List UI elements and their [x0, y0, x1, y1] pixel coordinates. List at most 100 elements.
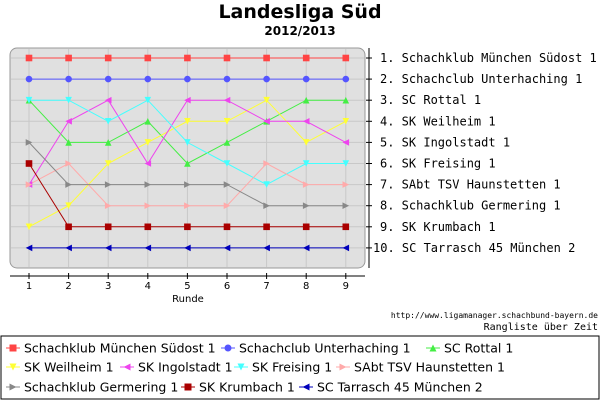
legend-marker-5: [123, 363, 131, 371]
x-tick-label-3: 3: [105, 281, 111, 292]
series-markers: [25, 54, 350, 252]
data-point-s8-r9: [342, 202, 350, 209]
rank-label-9: 9. SK Krumbach 1: [380, 220, 496, 234]
data-point-s4-r3: [104, 160, 112, 167]
legend-label-10: SC Tarrasch 45 München 2: [317, 380, 483, 395]
data-point-s10-r1: [25, 244, 33, 252]
data-point-s1-r6: [223, 54, 231, 62]
x-tick-label-8: 8: [303, 281, 309, 292]
x-tick-label-6: 6: [224, 281, 230, 292]
legend-label-3: SC Rottal 1: [444, 341, 513, 356]
data-point-s2-r9: [342, 75, 350, 83]
data-point-s5-r3: [104, 96, 112, 104]
data-point-s3-r3: [104, 139, 112, 146]
data-point-s3-r5: [184, 160, 191, 167]
data-point-s9-r6: [223, 223, 231, 231]
data-point-s8-r5: [184, 181, 191, 188]
data-point-s8-r7: [263, 202, 270, 209]
data-point-s9-r1: [25, 160, 33, 167]
rank-label-7: 7. SAbt TSV Haunstetten 1: [380, 178, 561, 192]
chart-subtitle: 2012/2013: [264, 24, 335, 38]
data-point-s6-r2: [65, 96, 72, 104]
data-point-s7-r4: [144, 202, 152, 209]
legend-marker-4: [9, 363, 17, 371]
data-point-s6-r3: [104, 118, 112, 125]
x-tick-label-1: 1: [26, 281, 32, 292]
data-point-s7-r2: [65, 160, 72, 167]
rank-label-1: 1. Schachklub München Südost 1: [380, 51, 597, 65]
data-point-s4-r9: [342, 118, 350, 125]
legend-label-1: Schachklub München Südost 1: [24, 341, 216, 356]
legend-label-6: SK Freising 1: [252, 360, 332, 375]
chart-title: Landesliga Süd: [218, 1, 381, 23]
data-point-s9-r2: [65, 223, 72, 231]
data-point-s10-r4: [144, 244, 152, 252]
x-tick-label-9: 9: [343, 281, 349, 292]
rank-label-3: 3. SC Rottal 1: [380, 93, 481, 107]
data-point-s6-r7: [263, 181, 270, 188]
data-point-s5-r4: [144, 160, 152, 167]
data-point-s8-r3: [104, 181, 112, 188]
data-point-s9-r3: [104, 223, 112, 231]
legend: Schachklub München Südost 1 Schachclub Un…: [6, 341, 513, 395]
data-point-s8-r4: [144, 181, 152, 188]
data-point-s4-r5: [184, 118, 191, 125]
data-point-s6-r8: [302, 160, 310, 167]
x-axis: 1 2 3 4 5 6 7 8 9: [10, 273, 365, 292]
data-point-s2-r5: [184, 75, 191, 83]
data-point-s4-r2: [65, 202, 72, 209]
legend-marker-2: [224, 344, 232, 352]
x-tick-label-5: 5: [184, 281, 190, 292]
data-point-s9-r4: [144, 223, 152, 231]
data-point-s10-r3: [104, 244, 112, 252]
data-point-s3-r4: [144, 118, 152, 125]
data-point-s4-r1: [25, 223, 33, 231]
data-point-s8-r1: [25, 139, 33, 146]
data-point-s6-r5: [184, 139, 191, 146]
data-point-s1-r1: [25, 54, 33, 62]
legend-label-5: SK Ingolstadt 1: [138, 360, 233, 375]
data-point-s3-r9: [342, 96, 350, 104]
data-point-s2-r7: [263, 75, 270, 83]
data-point-s2-r2: [65, 75, 72, 83]
data-point-s7-r7: [263, 160, 270, 167]
data-point-s7-r1: [25, 181, 33, 188]
data-point-s10-r6: [223, 244, 231, 252]
x-tick-label-2: 2: [65, 281, 71, 292]
legend-marker-1: [9, 344, 17, 352]
data-point-s9-r9: [342, 223, 350, 231]
legend-label-4: SK Weilheim 1: [24, 360, 114, 375]
data-point-s1-r5: [184, 54, 191, 62]
legend-label-9: SK Krumbach 1: [199, 380, 295, 395]
data-point-s1-r3: [104, 54, 112, 62]
data-point-s8-r6: [223, 181, 231, 188]
rank-label-5: 5. SK Ingolstadt 1: [380, 135, 510, 149]
data-point-s1-r9: [342, 54, 350, 62]
data-point-s5-r9: [342, 139, 350, 146]
footer-url: http://www.ligamanager.schachbund-bayern…: [391, 311, 598, 320]
legend-marker-3: [429, 344, 437, 352]
legend-marker-10: [302, 383, 310, 391]
data-point-s10-r9: [342, 244, 350, 252]
x-tick-label-4: 4: [145, 281, 151, 292]
legend-marker-9: [184, 383, 192, 391]
data-point-s8-r2: [65, 181, 72, 188]
legend-label-2: Schachclub Unterhaching 1: [239, 341, 411, 356]
data-point-s10-r5: [184, 244, 191, 252]
data-point-s10-r2: [65, 244, 72, 252]
data-point-s1-r8: [302, 54, 310, 62]
data-point-s3-r6: [223, 139, 231, 146]
data-point-s7-r5: [184, 202, 191, 209]
rank-label-2: 2. Schachclub Unterhaching 1: [380, 72, 582, 86]
data-point-s1-r7: [263, 54, 270, 62]
data-point-s5-r5: [184, 96, 191, 104]
data-point-s6-r6: [223, 160, 231, 167]
data-point-s4-r4: [144, 139, 152, 146]
data-point-s8-r8: [302, 202, 310, 209]
data-point-s5-r2: [65, 118, 72, 125]
data-point-s2-r8: [302, 75, 310, 83]
data-point-s3-r2: [65, 139, 72, 146]
data-point-s7-r9: [342, 181, 350, 188]
data-point-s2-r4: [144, 75, 152, 83]
